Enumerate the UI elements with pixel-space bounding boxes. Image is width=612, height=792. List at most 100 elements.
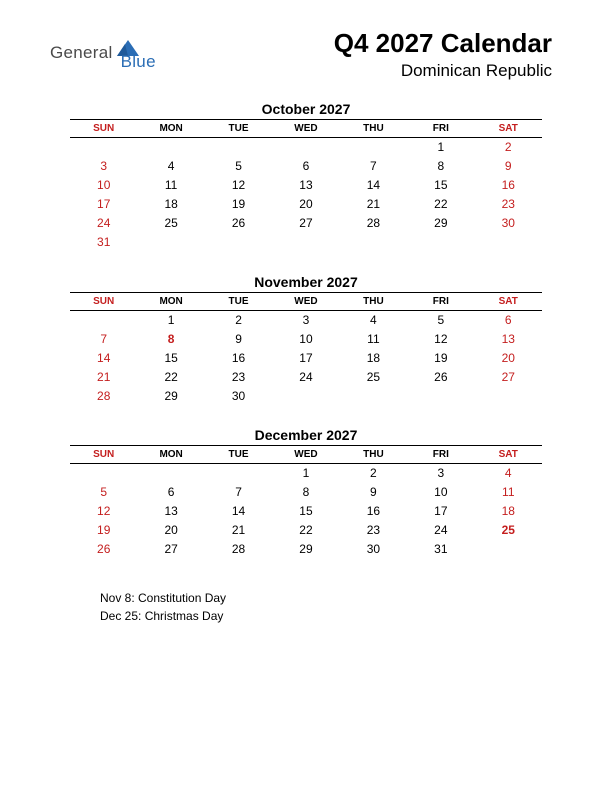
calendar-row: 19202122232425 — [70, 521, 542, 540]
month-title: October 2027 — [70, 101, 542, 117]
calendar-cell — [205, 233, 272, 252]
calendar-cell: 28 — [205, 540, 272, 559]
calendar-row: 24252627282930 — [70, 214, 542, 233]
calendar-cell: 18 — [340, 348, 407, 367]
calendar-table: SUNMONTUEWEDTHUFRISAT1234567891011121314… — [70, 445, 542, 559]
calendar-row: 3456789 — [70, 157, 542, 176]
calendar-cell — [205, 464, 272, 483]
logo-text-general: General — [50, 43, 113, 63]
calendar-cell: 19 — [407, 348, 474, 367]
calendar-cell — [475, 540, 542, 559]
calendar-row: 17181920212223 — [70, 195, 542, 214]
calendar-cell: 18 — [475, 502, 542, 521]
day-header: SUN — [70, 446, 137, 464]
day-header: WED — [272, 446, 339, 464]
calendar-cell: 25 — [137, 214, 204, 233]
calendar-cell: 14 — [205, 502, 272, 521]
calendar-cell: 28 — [70, 386, 137, 405]
calendar-cell: 29 — [407, 214, 474, 233]
calendar-cell: 4 — [137, 157, 204, 176]
day-header: SAT — [475, 446, 542, 464]
day-header: SUN — [70, 120, 137, 138]
calendar-cell: 21 — [70, 367, 137, 386]
calendar-cell: 2 — [475, 138, 542, 157]
calendar-cell: 22 — [272, 521, 339, 540]
month-title: December 2027 — [70, 427, 542, 443]
calendar-cell: 8 — [407, 157, 474, 176]
day-header: TUE — [205, 120, 272, 138]
calendar-cell: 6 — [272, 157, 339, 176]
calendar-cell: 17 — [407, 502, 474, 521]
calendar-cell: 15 — [407, 176, 474, 195]
calendar-cell — [340, 386, 407, 405]
calendar-row: 12131415161718 — [70, 502, 542, 521]
calendar-cell: 27 — [272, 214, 339, 233]
day-header: SUN — [70, 292, 137, 310]
calendar-cell: 17 — [70, 195, 137, 214]
calendar-cell: 22 — [407, 195, 474, 214]
calendar-cell: 14 — [70, 348, 137, 367]
calendar-row: 78910111213 — [70, 329, 542, 348]
calendar-cell: 15 — [272, 502, 339, 521]
calendar-row: 31 — [70, 233, 542, 252]
calendar-cell: 19 — [205, 195, 272, 214]
calendar-cell: 27 — [137, 540, 204, 559]
calendar-cell: 26 — [70, 540, 137, 559]
calendar-cell: 12 — [205, 176, 272, 195]
calendar-cell: 5 — [70, 483, 137, 502]
calendar-cell: 15 — [137, 348, 204, 367]
day-header: MON — [137, 292, 204, 310]
calendar-cell — [70, 138, 137, 157]
day-header: FRI — [407, 446, 474, 464]
calendar-cell: 17 — [272, 348, 339, 367]
calendar-cell: 26 — [205, 214, 272, 233]
calendar-cell: 4 — [475, 464, 542, 483]
calendar-cell: 1 — [272, 464, 339, 483]
calendar-cell: 5 — [407, 310, 474, 329]
logo: General Blue — [50, 34, 156, 72]
holidays-list: Nov 8: Constitution DayDec 25: Christmas… — [0, 581, 612, 625]
calendar-cell: 20 — [272, 195, 339, 214]
calendar-cell: 24 — [70, 214, 137, 233]
calendar-cell: 1 — [137, 310, 204, 329]
day-header: FRI — [407, 292, 474, 310]
calendar-cell: 26 — [407, 367, 474, 386]
calendar-cell: 11 — [340, 329, 407, 348]
calendar-row: 1234 — [70, 464, 542, 483]
page-title: Q4 2027 Calendar — [334, 28, 552, 59]
calendar-cell: 3 — [272, 310, 339, 329]
calendar-cell: 21 — [205, 521, 272, 540]
day-header: THU — [340, 120, 407, 138]
calendar-cell: 23 — [475, 195, 542, 214]
calendar-cell: 7 — [205, 483, 272, 502]
calendar-cell: 3 — [407, 464, 474, 483]
calendar-cell: 30 — [340, 540, 407, 559]
logo-text-blue: Blue — [121, 52, 156, 72]
day-header: TUE — [205, 446, 272, 464]
calendar-cell: 30 — [475, 214, 542, 233]
calendar-row: 123456 — [70, 310, 542, 329]
calendar-cell: 6 — [475, 310, 542, 329]
month-block: December 2027SUNMONTUEWEDTHUFRISAT123456… — [70, 427, 542, 559]
calendar-cell — [475, 386, 542, 405]
calendar-row: 282930 — [70, 386, 542, 405]
calendar-cell: 25 — [340, 367, 407, 386]
calendar-cell: 20 — [475, 348, 542, 367]
calendar-cell: 9 — [475, 157, 542, 176]
calendar-cell: 9 — [340, 483, 407, 502]
calendar-cell — [407, 233, 474, 252]
calendar-cell — [137, 233, 204, 252]
calendar-table: SUNMONTUEWEDTHUFRISAT1234567891011121314… — [70, 292, 542, 406]
calendar-cell: 20 — [137, 521, 204, 540]
calendar-cell: 2 — [340, 464, 407, 483]
day-header: WED — [272, 120, 339, 138]
calendar-cell: 11 — [137, 176, 204, 195]
calendar-cell: 16 — [205, 348, 272, 367]
calendar-table: SUNMONTUEWEDTHUFRISAT1234567891011121314… — [70, 119, 542, 252]
day-header: FRI — [407, 120, 474, 138]
calendar-cell — [340, 233, 407, 252]
calendar-cell: 7 — [340, 157, 407, 176]
calendar-cell: 13 — [475, 329, 542, 348]
day-header: SAT — [475, 120, 542, 138]
calendar-cell: 14 — [340, 176, 407, 195]
